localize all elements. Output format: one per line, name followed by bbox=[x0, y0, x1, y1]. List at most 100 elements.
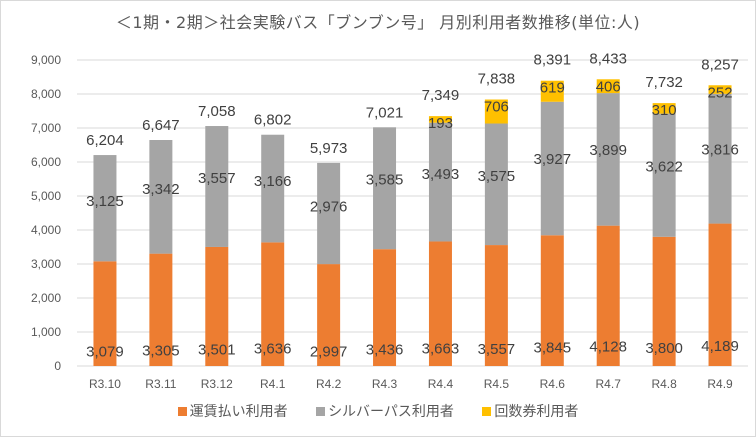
total-label: 7,021 bbox=[366, 104, 404, 121]
x-tick-label: R4.5 bbox=[484, 377, 510, 391]
data-label: 3,585 bbox=[366, 172, 404, 189]
total-label: 8,257 bbox=[701, 56, 739, 73]
data-label: 3,166 bbox=[254, 173, 292, 190]
x-tick-label: R4.2 bbox=[316, 377, 342, 391]
legend-swatch-coupon bbox=[482, 407, 492, 416]
y-tick-label: 0 bbox=[54, 359, 61, 373]
x-tick-label: R4.8 bbox=[651, 377, 677, 391]
data-label: 3,800 bbox=[645, 340, 683, 357]
y-tick-label: 2,000 bbox=[31, 291, 61, 305]
total-label: 8,391 bbox=[534, 52, 572, 69]
data-label: 3,557 bbox=[478, 341, 516, 358]
chart-title: ＜1期・2期＞社会実験バス「ブンブン号」 月別利用者数推移(単位:人) bbox=[115, 13, 641, 32]
bar-silver-pass bbox=[149, 140, 173, 254]
x-tick-label: R3.10 bbox=[89, 377, 121, 391]
bar-coupon bbox=[708, 85, 732, 94]
bar-fare-paying bbox=[652, 236, 676, 366]
bar-fare-paying bbox=[540, 235, 564, 366]
data-label: 252 bbox=[708, 84, 733, 101]
total-label: 7,732 bbox=[645, 74, 683, 91]
total-label: 7,838 bbox=[478, 71, 516, 88]
bar-silver-pass bbox=[540, 101, 564, 236]
data-labels: 3,079 3,125 6,204 3,305 3,342 6,647 3,501 3,557… bbox=[86, 50, 739, 360]
data-label: 3,575 bbox=[478, 168, 516, 185]
x-tick-label: R4.9 bbox=[707, 377, 733, 391]
bar-silver-pass bbox=[708, 93, 732, 224]
data-label: 2,997 bbox=[310, 344, 348, 361]
data-label: 3,493 bbox=[422, 166, 460, 183]
bar-fare-paying bbox=[149, 253, 173, 366]
bar-fare-paying bbox=[317, 264, 341, 366]
total-label: 7,058 bbox=[198, 103, 236, 120]
total-label: 6,802 bbox=[254, 112, 292, 129]
legend-item-coupon: 回数券利用者 bbox=[482, 401, 578, 421]
bar-fare-paying bbox=[373, 249, 397, 366]
total-label: 7,349 bbox=[422, 87, 460, 104]
x-tick-label: R4.4 bbox=[428, 377, 454, 391]
data-label: 4,189 bbox=[701, 338, 739, 355]
bar-silver-pass bbox=[484, 123, 508, 246]
x-tick-label: R4.3 bbox=[372, 377, 398, 391]
data-label: 310 bbox=[652, 102, 677, 119]
bar-silver-pass bbox=[317, 162, 341, 265]
x-tick-label: R4.6 bbox=[540, 377, 566, 391]
bar-fare-paying bbox=[261, 242, 285, 366]
bar-fare-paying bbox=[708, 223, 732, 366]
total-label: 6,647 bbox=[142, 117, 180, 134]
y-tick-label: 1,000 bbox=[31, 325, 61, 339]
y-tick-label: 6,000 bbox=[31, 155, 61, 169]
data-label: 3,305 bbox=[142, 342, 180, 359]
bar-silver-pass bbox=[373, 127, 397, 250]
y-tick-label: 8,000 bbox=[31, 87, 61, 101]
legend-label: シルバーパス利用者 bbox=[328, 404, 454, 420]
gridlines bbox=[77, 59, 748, 367]
x-axis-ticks: R3.10 R3.11 R3.12 R4.1 R4.2 R4.3 R4.4 R4.5 R4.6 R… bbox=[89, 377, 733, 391]
data-label: 3,816 bbox=[701, 142, 739, 159]
x-tick-label: R4.1 bbox=[260, 377, 286, 391]
y-tick-label: 3,000 bbox=[31, 257, 61, 271]
data-label: 2,976 bbox=[310, 198, 348, 215]
x-tick-label: R3.12 bbox=[201, 377, 233, 391]
legend-item-fare-paying: 運賃払い利用者 bbox=[177, 401, 288, 421]
data-label: 3,845 bbox=[534, 340, 572, 357]
data-label: 3,501 bbox=[198, 341, 236, 358]
data-label: 3,636 bbox=[254, 341, 292, 358]
data-label: 406 bbox=[596, 78, 621, 95]
x-tick-label: R4.7 bbox=[596, 377, 622, 391]
y-tick-label: 7,000 bbox=[31, 121, 61, 135]
bar-silver-pass bbox=[652, 113, 676, 237]
legend-label: 運賃払い利用者 bbox=[189, 404, 288, 420]
bar-coupon bbox=[596, 79, 620, 94]
legend-swatch-fare-paying bbox=[177, 407, 187, 416]
bar-coupon bbox=[652, 103, 676, 114]
data-label: 3,622 bbox=[645, 159, 683, 176]
data-label: 3,125 bbox=[86, 193, 124, 210]
y-tick-label: 9,000 bbox=[31, 53, 61, 67]
data-label: 3,927 bbox=[534, 151, 572, 168]
legend: 運賃払い利用者 シルバーパス利用者 回数券利用者 bbox=[0, 401, 756, 421]
data-label: 706 bbox=[484, 99, 509, 116]
data-label: 3,557 bbox=[198, 170, 236, 187]
x-tick-label: R3.11 bbox=[145, 377, 176, 391]
legend-item-silver-pass: シルバーパス利用者 bbox=[316, 401, 454, 421]
y-axis-ticks: 0 1,000 2,000 3,000 4,000 5,000 6,000 7,000 8,00… bbox=[31, 53, 61, 373]
bar-fare-paying bbox=[428, 241, 452, 366]
bar-silver-pass bbox=[261, 134, 285, 243]
data-label: 4,128 bbox=[589, 338, 627, 355]
bars bbox=[93, 79, 732, 366]
bar-silver-pass bbox=[596, 93, 620, 226]
data-label: 3,079 bbox=[86, 343, 124, 360]
bar-silver-pass bbox=[205, 126, 229, 247]
bar-silver-pass bbox=[93, 155, 117, 262]
total-label: 6,204 bbox=[86, 132, 124, 149]
y-tick-label: 4,000 bbox=[31, 223, 61, 237]
bar-fare-paying bbox=[596, 225, 620, 366]
data-label: 3,663 bbox=[422, 341, 460, 358]
bar-coupon bbox=[428, 116, 452, 123]
legend-label: 回数券利用者 bbox=[494, 404, 579, 420]
total-label: 8,433 bbox=[589, 50, 627, 67]
bar-fare-paying bbox=[484, 245, 508, 366]
bar-coupon bbox=[540, 80, 564, 102]
bar-silver-pass bbox=[428, 122, 452, 242]
